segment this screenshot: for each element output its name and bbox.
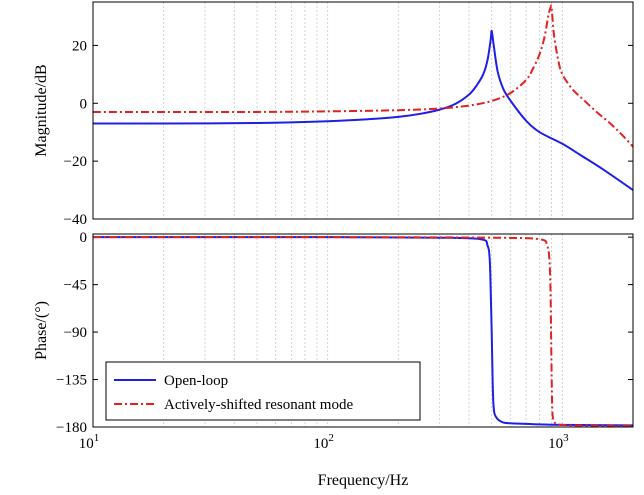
magnitude-y-axis-label: Magnitude/dB bbox=[33, 64, 50, 156]
phase-y-axis-label: Phase/(°) bbox=[33, 301, 50, 360]
y-tick-label: −180 bbox=[56, 420, 87, 436]
y-tick-label: −40 bbox=[64, 212, 87, 228]
magnitude-series-open-loop bbox=[93, 29, 633, 191]
y-tick-label: −135 bbox=[56, 373, 87, 389]
legend-label: Open-loop bbox=[164, 373, 228, 389]
y-tick-label: 0 bbox=[80, 96, 88, 112]
y-tick-label: −90 bbox=[64, 325, 87, 341]
y-tick-label: 0 bbox=[80, 230, 88, 246]
y-tick-label: 20 bbox=[72, 38, 87, 54]
x-tick-label: 102 bbox=[313, 432, 334, 452]
legend-box bbox=[105, 361, 421, 421]
phase-axes-frame bbox=[92, 233, 634, 428]
y-tick-label: −20 bbox=[64, 154, 87, 170]
y-tick-label: −45 bbox=[64, 278, 87, 294]
legend-label: Actively-shifted resonant mode bbox=[164, 397, 353, 413]
magnitude-panel: 20 0 −20 −40 Magnitude/dB bbox=[33, 1, 634, 228]
magnitude-axes-frame bbox=[92, 1, 634, 220]
legend: Open-loop Actively-shifted resonant mode bbox=[105, 361, 421, 421]
magnitude-series-actively-shifted-resonant-mode bbox=[93, 4, 633, 148]
x-axis-label: Frequency/Hz bbox=[318, 472, 409, 489]
x-tick-label: 103 bbox=[548, 432, 569, 452]
